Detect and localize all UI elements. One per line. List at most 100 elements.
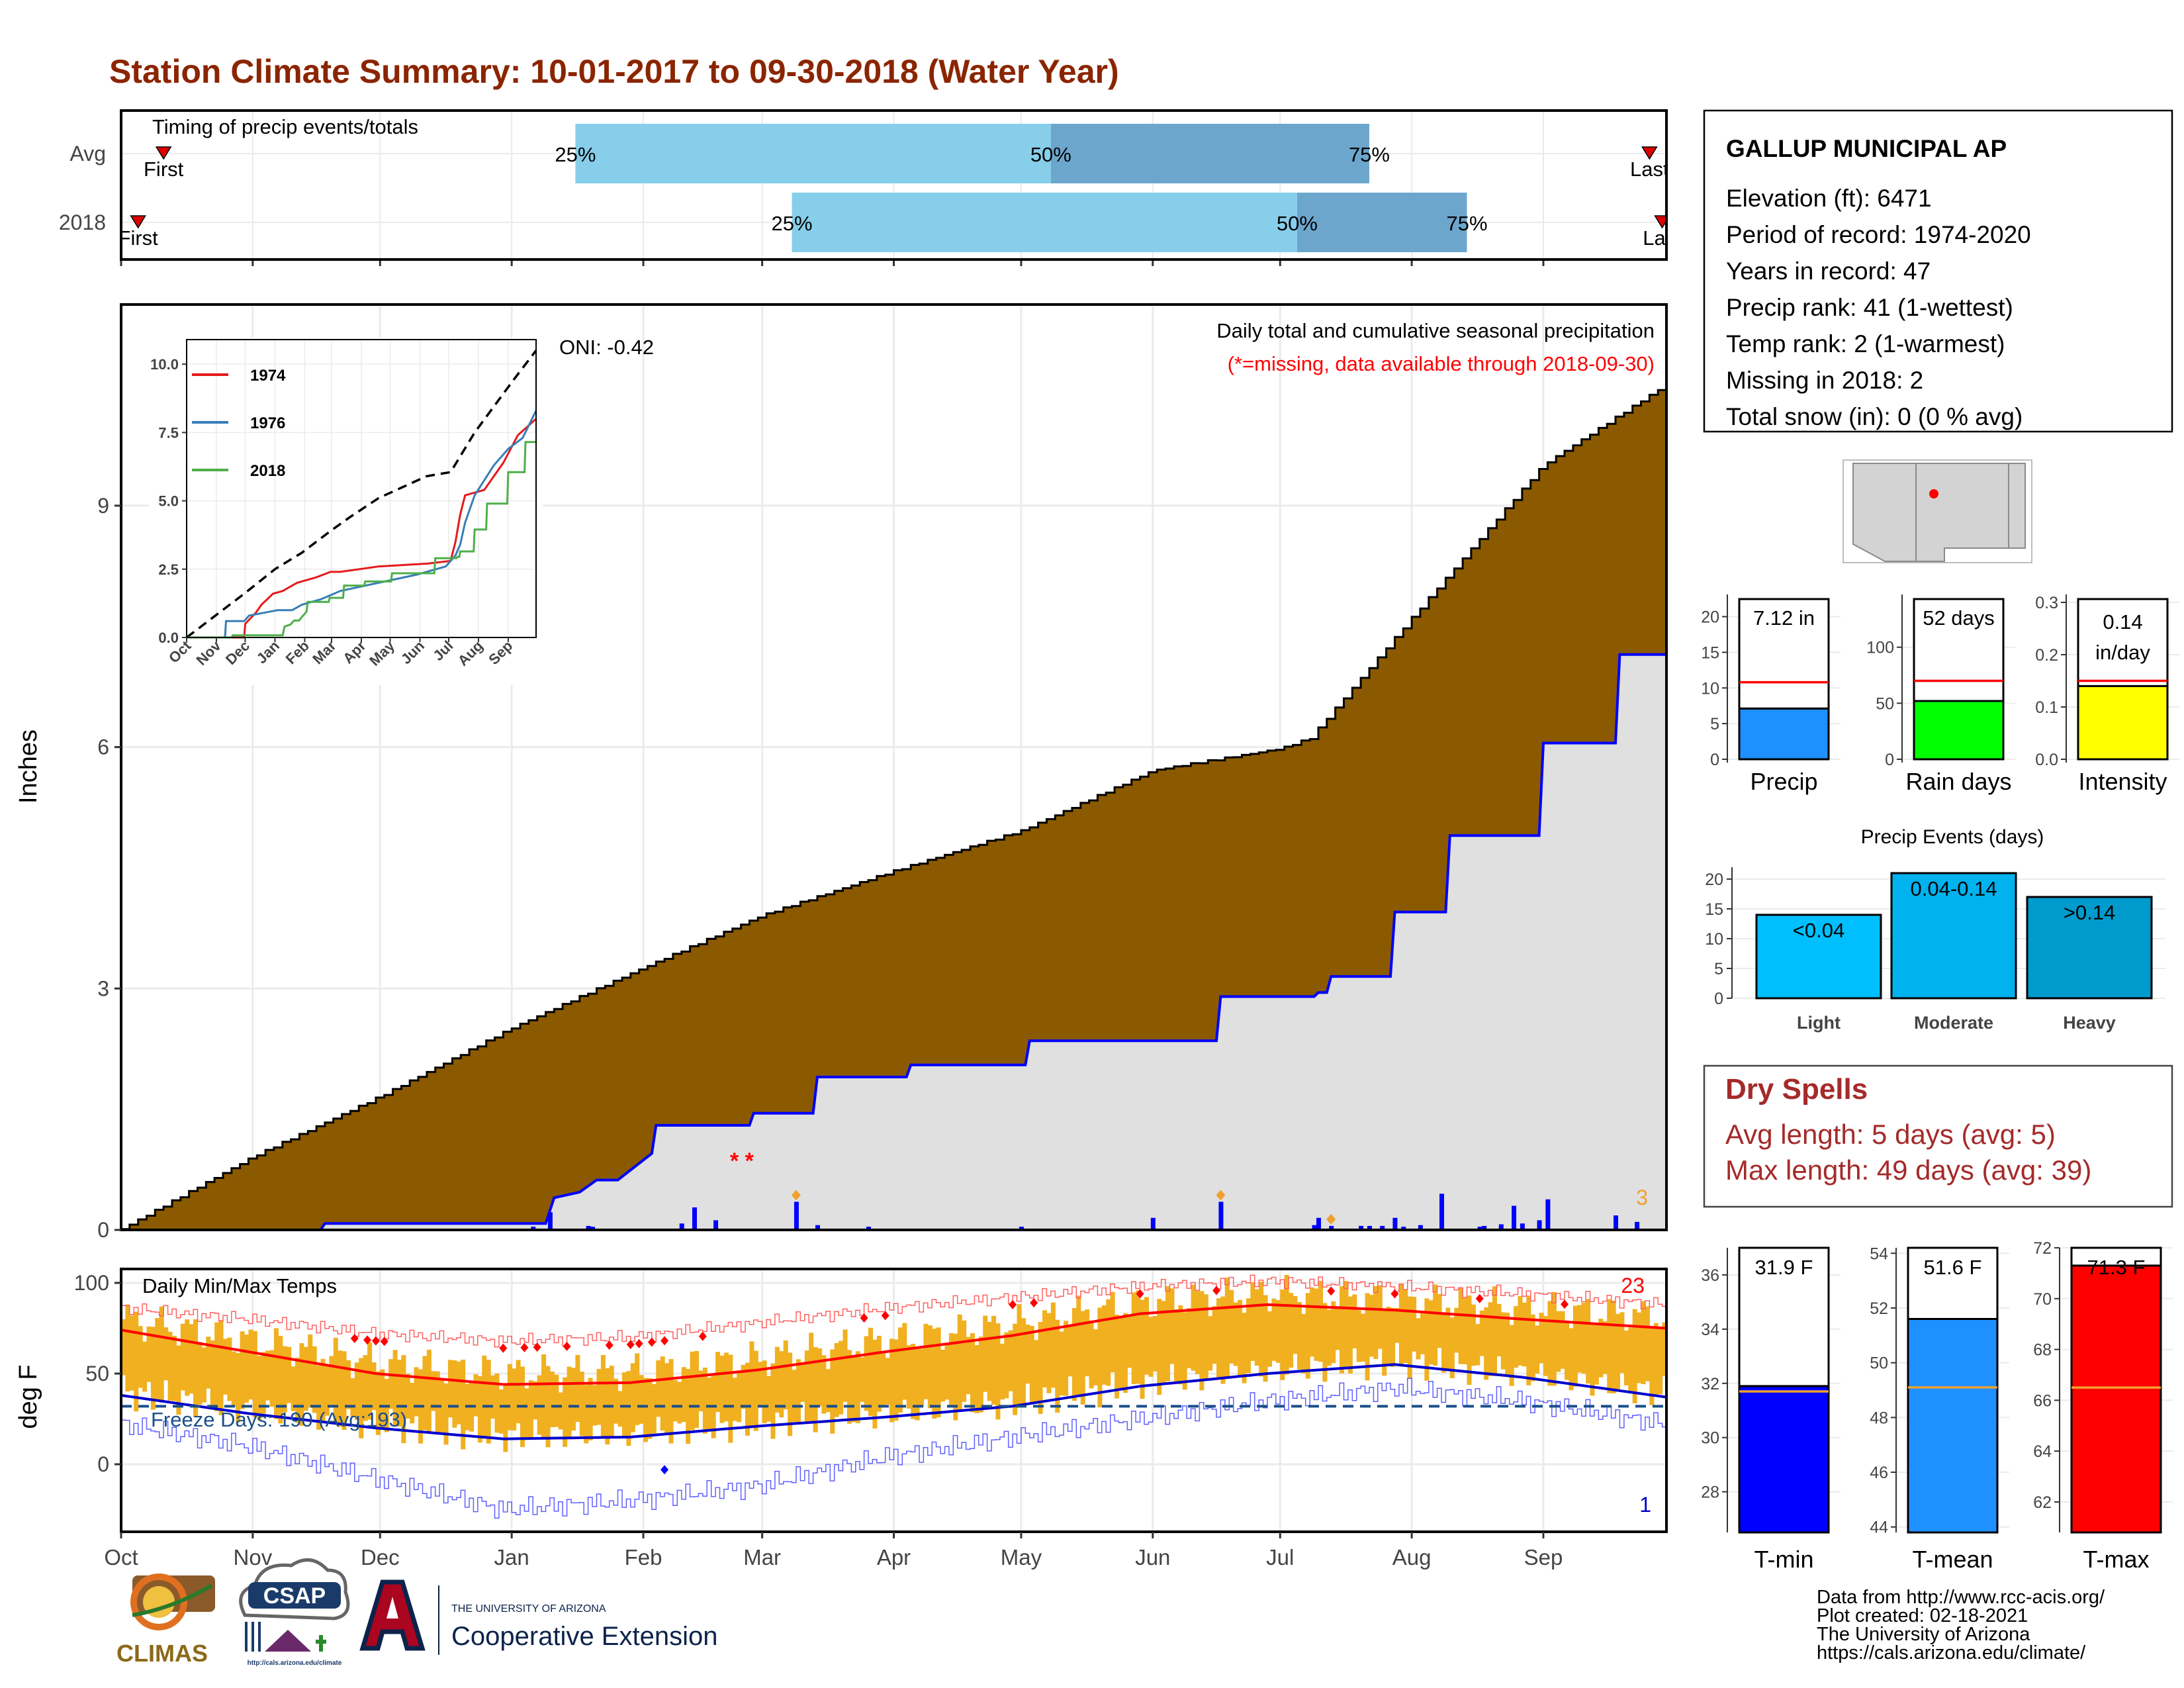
station-info-line: Total snow (in): 0 (0 % avg) [1726,403,2023,430]
temp-bar [1530,1314,1535,1382]
temp-bar [834,1342,839,1417]
summary-value-label: 52 days [1923,606,1995,630]
temp-bar [1284,1274,1289,1375]
summary-ytick-label: 0.0 [2035,751,2058,769]
daily-precip-bar [1329,1225,1334,1230]
temp-bar [1445,1307,1451,1370]
temp-bar [715,1352,721,1412]
temp-bar [1076,1295,1081,1396]
temp-bar [1250,1282,1255,1361]
month-xtick-label: Aug [1392,1545,1432,1570]
temp-bar [431,1371,436,1411]
daily-precip-bar [1482,1225,1487,1230]
timing-first-label: First [144,158,184,181]
temp-bar [1641,1301,1646,1385]
daily-precip-bar [586,1225,591,1230]
climas-logo: CLIMAS [116,1573,215,1667]
temp-bar [1471,1304,1476,1366]
temp-bar [206,1336,211,1389]
record-high-marker [1009,1299,1017,1309]
temp-bar [1131,1292,1136,1384]
daily-precip-bar [1545,1199,1551,1230]
temp-bar [1331,1301,1336,1364]
inset-legend-label: 1974 [250,367,286,385]
temp-bar [1305,1293,1310,1379]
temp-bar [962,1320,967,1402]
temp-bar [621,1372,627,1437]
precip-events-chart: Precip Events (days) 0 5 10 15 20 <0.04 Light 0… [1705,826,2165,1033]
summary-bar [1738,707,1830,761]
temp-bar [1191,1284,1196,1371]
temp-bar [957,1314,962,1411]
record-high-marker [605,1340,614,1350]
temp-bar [1246,1298,1251,1374]
temp-panel: 0 50 100 Oct Nov Dec Jan Feb Mar Apr May Jun Jul Aug… [15,1268,1668,1570]
precip-panel-subtitle: (*=missing, data available through 2018-… [1228,352,1655,375]
temp-bar [915,1347,920,1421]
timing-bar-25-50 [792,193,1297,252]
temp-bar [766,1376,772,1422]
events-ytick-label: 0 [1714,990,1723,1008]
temp-bar [1500,1312,1506,1370]
month-xtick-label: Jul [1266,1545,1294,1570]
temp-bar [575,1354,580,1423]
temp-summary-ytick-label: 66 [2033,1391,2052,1410]
temp-bar [783,1340,788,1410]
temp-bar [1110,1291,1115,1372]
daily-precip-bar [1614,1215,1619,1230]
temp-bar [596,1369,602,1425]
temp-bar [1572,1305,1578,1387]
temp-bar [350,1378,355,1417]
temp-bar [825,1369,831,1413]
temp-bar [1560,1311,1565,1369]
temp-summary-bar [1738,1385,1830,1534]
temp-bar [1152,1316,1158,1372]
record-high-marker [881,1311,889,1321]
temp-bar [240,1331,245,1409]
temp-bar [1496,1303,1502,1356]
temp-bar [447,1360,453,1418]
temp-ytick-label: 0 [97,1452,109,1476]
temp-bar [983,1315,988,1392]
temp-bar [312,1346,317,1413]
temp-bar [338,1350,343,1427]
temp-bar [185,1319,190,1396]
temp-bar [1055,1319,1060,1413]
daily-precip-bar [590,1227,596,1230]
temp-bar [486,1360,491,1444]
temp-bar [1157,1299,1162,1395]
events-bar-heavy [2026,896,2153,1000]
temp-bar [1046,1313,1052,1393]
temp-bar [1407,1296,1412,1378]
cumulative-2018-line [121,653,1666,1231]
temp-bar [1611,1300,1616,1393]
temp-bar [443,1383,449,1445]
temp-bar [953,1333,958,1421]
temp-bar [749,1341,754,1427]
temp-bar [664,1363,670,1435]
temp-bar [809,1333,814,1423]
temp-bar [1148,1317,1154,1377]
events-ytick-label: 20 [1705,870,1723,889]
temp-bar [563,1377,568,1447]
temp-bar [1127,1316,1132,1368]
temp-bar [295,1357,300,1423]
temp-bar [554,1374,559,1427]
daily-precip-bar [1537,1220,1542,1230]
temp-bar [222,1338,228,1395]
temp-bar [214,1322,220,1411]
daily-precip-bar [1218,1201,1224,1230]
temp-bar [1522,1302,1527,1367]
station-name: GALLUP MUNICIPAL AP [1726,135,2007,162]
temp-bar [410,1382,415,1424]
temp-bar [707,1377,712,1432]
temp-bar [1289,1293,1294,1368]
month-xtick-label: Feb [625,1545,662,1570]
summary-ytick-label: 5 [1710,715,1719,733]
temp-bar [796,1359,801,1423]
temp-bar [1509,1325,1514,1386]
temp-bar [839,1340,844,1415]
temp-bar [1373,1286,1379,1360]
precip-panel: 0 3 6 9 Inches Daily total and cumulative s… [15,303,1668,1242]
temp-ytick-label: 100 [74,1271,109,1295]
